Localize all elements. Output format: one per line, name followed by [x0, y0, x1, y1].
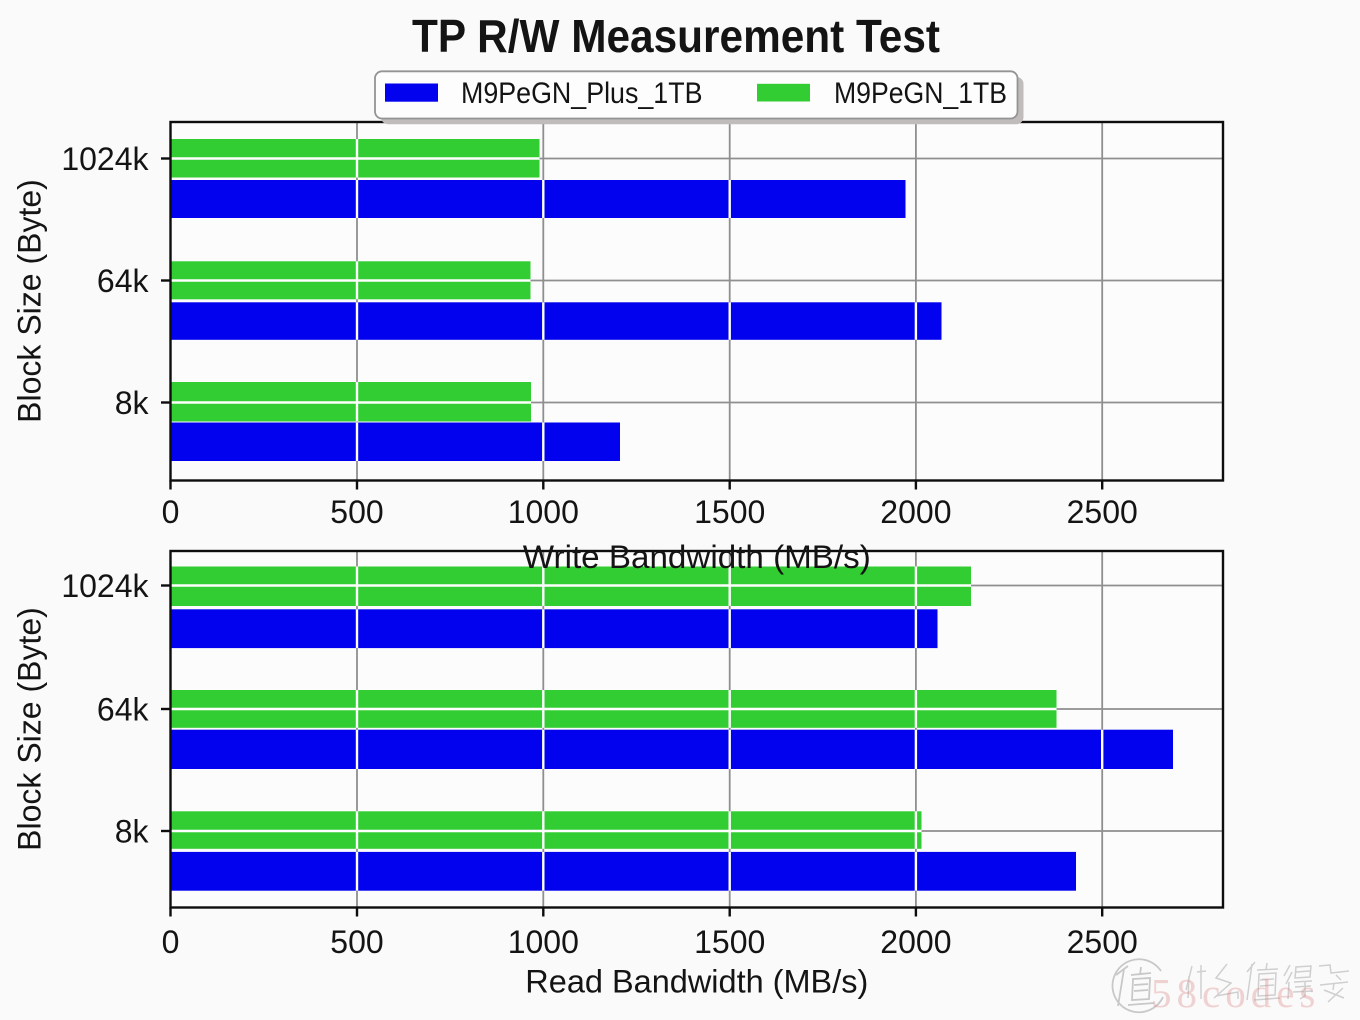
svg-text:8k: 8k [115, 814, 150, 850]
svg-text:Write Bandwidth (MB/s): Write Bandwidth (MB/s) [523, 539, 871, 575]
svg-text:0: 0 [162, 494, 180, 530]
svg-text:TP R/W Measurement Test: TP R/W Measurement Test [412, 10, 940, 62]
svg-text:2000: 2000 [880, 494, 951, 530]
svg-text:Block Size (Byte): Block Size (Byte) [12, 179, 48, 423]
svg-text:2500: 2500 [1067, 494, 1138, 530]
svg-text:1024k: 1024k [61, 141, 149, 177]
svg-text:1000: 1000 [508, 924, 579, 960]
svg-text:500: 500 [330, 924, 383, 960]
svg-text:500: 500 [330, 494, 383, 530]
svg-text:2500: 2500 [1067, 924, 1138, 960]
svg-text:1024k: 1024k [61, 568, 149, 604]
svg-text:M9PeGN_Plus_1TB: M9PeGN_Plus_1TB [461, 77, 703, 110]
svg-text:8k: 8k [115, 385, 150, 421]
svg-text:M9PeGN_1TB: M9PeGN_1TB [834, 77, 1007, 110]
svg-text:0: 0 [162, 924, 180, 960]
svg-text:Block Size (Byte): Block Size (Byte) [12, 607, 48, 851]
svg-text:1500: 1500 [694, 924, 765, 960]
svg-text:64k: 64k [97, 692, 150, 728]
svg-text:Read Bandwidth (MB/s): Read Bandwidth (MB/s) [525, 964, 868, 1000]
svg-text:1000: 1000 [508, 494, 579, 530]
svg-text:2000: 2000 [880, 924, 951, 960]
svg-text:64k: 64k [97, 263, 150, 299]
svg-text:1500: 1500 [694, 494, 765, 530]
svg-text:58codes: 58codes [1151, 970, 1320, 1016]
